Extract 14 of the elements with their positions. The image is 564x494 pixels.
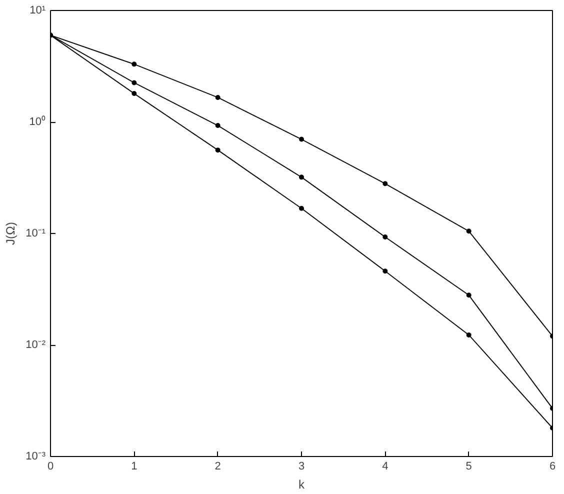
x-axis-title: k bbox=[298, 478, 306, 492]
y-tick-label: 10⁻³ bbox=[26, 450, 46, 462]
y-axis-title: J(Ω) bbox=[4, 222, 18, 245]
x-tick-label: 2 bbox=[214, 460, 221, 472]
x-tick-label: 1 bbox=[131, 460, 138, 472]
x-tick-label: 0 bbox=[47, 460, 54, 472]
y-tick-label: 10⁰ bbox=[29, 115, 46, 128]
x-tick-label: 6 bbox=[549, 460, 556, 472]
y-tick-label: 10¹ bbox=[30, 4, 46, 16]
x-tick-label: 4 bbox=[382, 460, 388, 472]
x-tick-label: 5 bbox=[466, 460, 472, 472]
y-tick-label: 10⁻¹ bbox=[26, 228, 46, 240]
x-tick-label: 3 bbox=[298, 460, 305, 472]
y-tick-label: 10⁻² bbox=[26, 339, 46, 351]
